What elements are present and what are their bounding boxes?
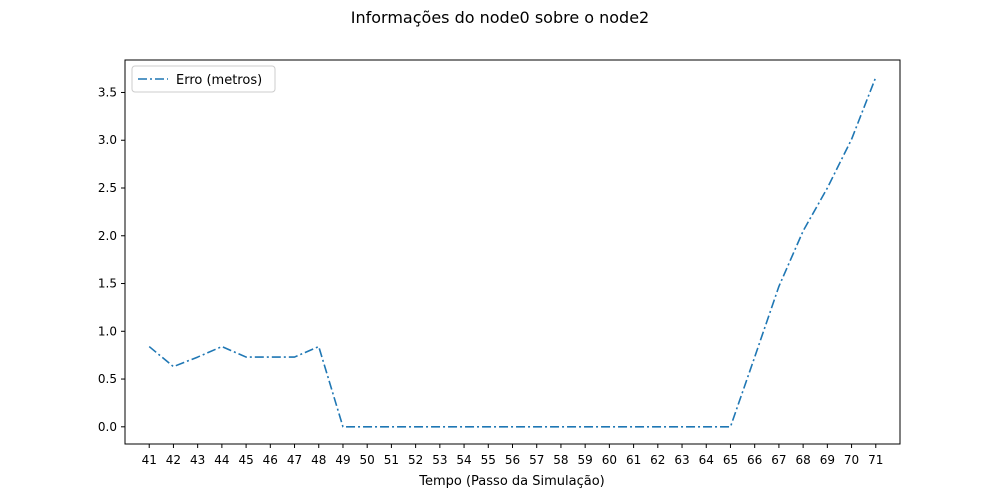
data-point [802, 230, 804, 232]
x-tick-label: 66 [747, 453, 762, 467]
data-point [875, 76, 877, 78]
x-axis-label: Tempo (Passo da Simulação) [418, 474, 605, 489]
x-tick-label: 56 [505, 453, 520, 467]
x-tick-label: 48 [311, 453, 326, 467]
data-point [729, 426, 731, 428]
x-tick-label: 67 [771, 453, 786, 467]
x-tick-label: 47 [287, 453, 302, 467]
x-tick-label: 65 [723, 453, 738, 467]
x-tick-label: 61 [626, 453, 641, 467]
x-tick-label: 41 [142, 453, 157, 467]
x-tick-label: 53 [432, 453, 447, 467]
x-tick-label: 50 [360, 453, 375, 467]
y-tick-label: 1.0 [98, 324, 117, 338]
x-tick-label: 44 [214, 453, 229, 467]
x-tick-label: 64 [699, 453, 714, 467]
y-tick-label: 2.5 [98, 181, 117, 195]
x-tick-label: 46 [263, 453, 278, 467]
axes-frame [124, 59, 901, 445]
x-tick-label: 55 [481, 453, 496, 467]
x-tick-label: 60 [602, 453, 617, 467]
x-tick-label: 71 [868, 453, 883, 467]
y-axis: 0.0 0.5 1.0 1.5 2.0 2.5 3.0 3.5 [98, 85, 125, 434]
plot-area [124, 59, 901, 445]
x-tick-label: 69 [820, 453, 835, 467]
series-group [148, 76, 877, 428]
legend-box [131, 65, 276, 93]
data-point [269, 356, 271, 358]
x-tick-label: 49 [335, 453, 350, 467]
data-point [632, 426, 634, 428]
x-tick-label: 42 [166, 453, 181, 467]
y-tick-label: 0.5 [98, 372, 117, 386]
y-tick-label: 3.0 [98, 133, 117, 147]
y-tick-label: 0.0 [98, 420, 117, 434]
x-axis: 41 42 43 44 45 46 47 48 49 50 51 52 53 54 55 56 57 58 59 60… [142, 444, 883, 467]
x-tick-label: 62 [650, 453, 665, 467]
x-tick-label: 45 [238, 453, 253, 467]
x-tick-label: 70 [844, 453, 859, 467]
y-tick-label: 1.5 [98, 277, 117, 291]
series-line-erro [148, 76, 877, 428]
x-tick-label: 43 [190, 453, 205, 467]
data-point [560, 426, 562, 428]
x-tick-label: 59 [578, 453, 593, 467]
x-tick-label: 63 [674, 453, 689, 467]
x-tick-label: 52 [408, 453, 423, 467]
x-tick-label: 68 [795, 453, 810, 467]
x-tick-label: 54 [456, 453, 471, 467]
y-tick-label: 3.5 [98, 85, 117, 99]
data-point [318, 345, 320, 347]
legend-label: Erro (metros) [176, 73, 262, 88]
x-tick-label: 58 [553, 453, 568, 467]
data-point [463, 426, 465, 428]
y-tick-label: 2.0 [98, 229, 117, 243]
chart-title: Informações do node0 sobre o node2 [351, 8, 649, 27]
legend: Erro (metros) [131, 65, 276, 93]
data-point [221, 345, 223, 347]
x-tick-label: 51 [384, 453, 399, 467]
x-tick-label: 57 [529, 453, 544, 467]
